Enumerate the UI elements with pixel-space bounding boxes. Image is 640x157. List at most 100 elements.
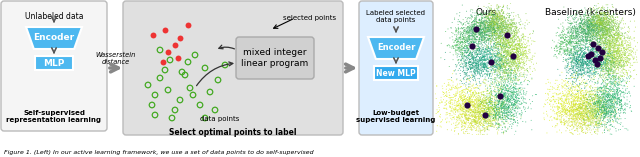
Point <box>584 25 595 28</box>
Point <box>473 103 483 105</box>
Point <box>494 76 504 79</box>
Point <box>564 56 574 59</box>
Point <box>582 58 593 61</box>
Point <box>473 104 483 107</box>
Point <box>486 23 496 25</box>
Point <box>480 114 490 116</box>
Point <box>485 95 495 98</box>
Point <box>601 101 611 103</box>
Point <box>601 104 611 107</box>
Point <box>609 93 620 96</box>
Point <box>464 54 474 57</box>
Point <box>598 48 609 51</box>
Point <box>613 96 623 99</box>
Point <box>464 54 474 57</box>
Point <box>577 73 587 75</box>
Point <box>518 90 529 92</box>
Point <box>463 75 473 77</box>
Point <box>476 31 486 33</box>
Point <box>595 75 605 77</box>
Point <box>580 109 590 112</box>
Point <box>484 93 494 95</box>
Point <box>482 133 492 135</box>
Point <box>480 33 490 35</box>
Point <box>508 83 518 86</box>
Point <box>480 47 490 50</box>
Point <box>551 98 561 100</box>
Point <box>486 55 497 58</box>
Point <box>545 88 555 91</box>
Point <box>472 27 482 29</box>
Point <box>584 119 594 121</box>
Point <box>500 68 510 70</box>
Point <box>484 101 495 104</box>
Point <box>577 19 588 22</box>
Point <box>504 36 515 38</box>
Point <box>589 26 600 28</box>
Point <box>494 60 504 63</box>
Point <box>579 51 589 54</box>
Point <box>493 103 503 106</box>
Point <box>495 113 505 115</box>
Point <box>600 92 611 94</box>
Point <box>492 22 502 25</box>
Point <box>440 58 450 61</box>
Point <box>497 18 508 20</box>
Point <box>601 41 611 44</box>
Point <box>514 43 524 45</box>
Point <box>593 61 603 63</box>
Point <box>596 43 606 46</box>
Point <box>495 25 505 27</box>
Point <box>490 24 500 26</box>
Point <box>467 110 477 113</box>
Point <box>618 68 628 70</box>
Point <box>473 115 483 117</box>
Point <box>474 56 484 59</box>
Point <box>575 44 585 47</box>
Point <box>491 114 501 116</box>
Point <box>598 35 608 37</box>
Point <box>518 41 529 43</box>
Point <box>591 113 602 116</box>
Point <box>583 101 593 104</box>
Point <box>575 102 585 105</box>
Point <box>484 22 494 24</box>
Point <box>503 34 513 37</box>
Point <box>483 46 493 48</box>
Point <box>587 39 597 41</box>
Point <box>458 37 468 39</box>
Point <box>580 45 590 47</box>
Point <box>586 46 596 49</box>
Point <box>454 28 464 30</box>
Point <box>484 113 495 115</box>
Point <box>614 117 625 120</box>
Point <box>488 117 499 120</box>
Point <box>620 60 630 63</box>
Point <box>465 55 476 57</box>
Point <box>463 118 473 120</box>
Point <box>586 111 596 114</box>
Point <box>612 60 622 62</box>
Point <box>575 115 586 117</box>
Point <box>575 24 586 27</box>
Point <box>563 49 573 51</box>
Point <box>470 31 481 33</box>
Point <box>456 79 466 81</box>
Point <box>573 94 583 96</box>
Point <box>473 72 483 74</box>
Point <box>573 63 583 65</box>
Point <box>468 64 478 67</box>
Point <box>557 105 568 108</box>
Point <box>500 72 510 74</box>
Point <box>562 43 572 46</box>
Point <box>504 53 514 55</box>
Point <box>472 66 482 68</box>
Point <box>559 103 570 105</box>
Point <box>456 26 467 29</box>
Point <box>462 40 472 43</box>
Point <box>574 25 584 27</box>
Point <box>602 16 612 19</box>
Point <box>603 23 613 25</box>
Point <box>456 32 467 35</box>
Point <box>504 61 514 63</box>
